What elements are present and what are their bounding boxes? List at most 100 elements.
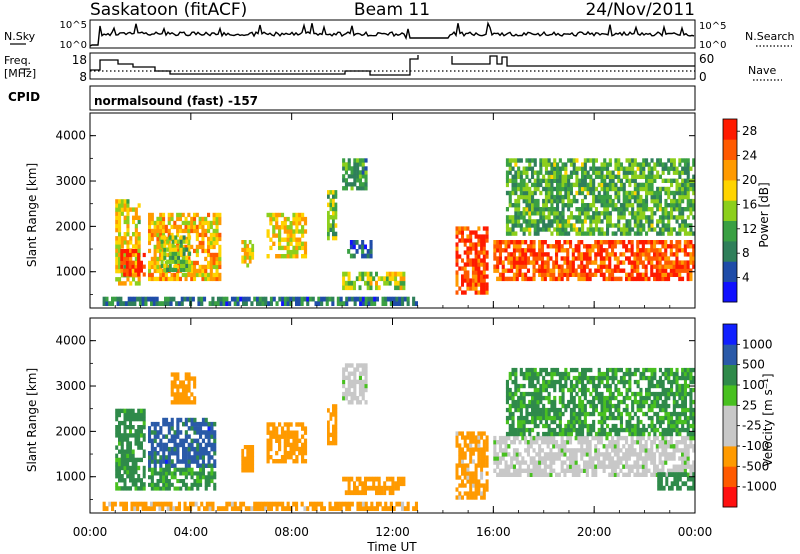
velocity-cell: [519, 415, 523, 421]
velocity-cell: [391, 485, 395, 491]
velocity-cell: [469, 439, 473, 444]
velocity-cell: [303, 450, 308, 456]
velocity-cell: [353, 481, 356, 487]
power-cell: [178, 216, 182, 222]
velocity-cell: [630, 440, 634, 445]
velocity-cell: [184, 417, 188, 423]
power-cell: [514, 215, 518, 220]
power-cell: [204, 276, 208, 282]
power-cell: [658, 190, 662, 196]
power-cell: [119, 301, 123, 306]
power-cell: [605, 248, 609, 253]
power-cell: [485, 262, 489, 267]
power-cell: [501, 260, 505, 265]
power-cell: [150, 272, 154, 278]
power-cell: [557, 272, 561, 277]
velocity-cell: [542, 431, 546, 437]
velocity-cell: [519, 431, 523, 437]
velocity-cell: [569, 419, 573, 425]
power-cell: [303, 241, 308, 246]
power-cell: [613, 268, 617, 273]
power-cell: [689, 231, 693, 236]
power-cell: [123, 203, 127, 208]
power-cell: [474, 230, 478, 235]
power-cell: [394, 280, 398, 286]
power-cell: [511, 223, 515, 228]
power-cell: [603, 207, 607, 212]
power-cell: [406, 301, 410, 306]
power-cell: [201, 272, 205, 278]
power-cell: [528, 223, 532, 228]
velocity-cell: [549, 472, 553, 477]
velocity-cell: [647, 379, 651, 385]
velocity-cell: [664, 407, 668, 413]
velocity-cell: [179, 486, 183, 491]
velocity-cell: [585, 468, 589, 473]
power-cell: [148, 224, 152, 230]
power-cell: [366, 276, 370, 282]
velocity-cell: [126, 449, 130, 454]
power-cell: [675, 244, 679, 249]
velocity-cell: [248, 452, 252, 457]
velocity-cell: [210, 434, 214, 439]
velocity-cell: [669, 468, 673, 473]
power-cell: [272, 241, 276, 246]
power-cell: [525, 194, 529, 200]
power-cell: [272, 233, 276, 238]
power-cell: [539, 166, 543, 171]
power-cell: [198, 244, 202, 250]
power-cell: [344, 178, 348, 183]
velocity-cell: [187, 396, 191, 401]
velocity-cell: [578, 379, 582, 385]
power-cell: [332, 210, 335, 216]
velocity-cell: [241, 452, 245, 457]
power-cell: [505, 170, 509, 175]
power-cell: [511, 158, 515, 163]
power-cell: [667, 227, 671, 232]
velocity-cell: [577, 435, 581, 441]
velocity-cell: [269, 434, 273, 439]
velocity-cell: [332, 428, 335, 434]
power-cell: [350, 296, 354, 302]
power-cell: [678, 240, 682, 245]
velocity-cell: [529, 435, 533, 441]
power-cell: [167, 216, 171, 222]
velocity-cell: [583, 391, 587, 397]
velocity-cell: [514, 367, 518, 373]
power-cell: [683, 170, 687, 175]
power-cell: [611, 174, 615, 179]
power-cell: [292, 237, 296, 242]
velocity-cell: [278, 446, 282, 452]
velocity-cell: [550, 399, 554, 405]
power-cell: [505, 207, 509, 212]
velocity-cell: [187, 471, 191, 476]
velocity-cell: [608, 407, 612, 413]
velocity-cell: [611, 371, 615, 377]
power-cell: [550, 170, 554, 175]
velocity-cell: [129, 449, 132, 454]
velocity-cell: [661, 427, 665, 433]
power-cell: [533, 186, 537, 192]
velocity-cell: [558, 407, 562, 413]
power-cell: [480, 258, 484, 263]
velocity-cell: [644, 440, 648, 445]
velocity-cell: [517, 383, 521, 389]
power-cell: [588, 252, 592, 257]
power-cell: [471, 242, 475, 247]
power-cell: [184, 228, 188, 234]
velocity-cell: [148, 438, 152, 444]
power-cell: [636, 174, 640, 179]
power-cell: [134, 244, 138, 249]
velocity-cell: [644, 448, 648, 453]
velocity-cell: [142, 469, 146, 475]
velocity-cell: [482, 455, 486, 460]
power-cell: [111, 301, 115, 306]
power-cell: [542, 207, 546, 212]
velocity-cell: [642, 431, 646, 437]
power-cell: [190, 220, 194, 226]
power-cell: [248, 247, 252, 252]
power-cell: [672, 170, 676, 175]
velocity-cell: [515, 472, 519, 477]
power-cell: [645, 231, 649, 236]
velocity-cell: [396, 485, 400, 491]
